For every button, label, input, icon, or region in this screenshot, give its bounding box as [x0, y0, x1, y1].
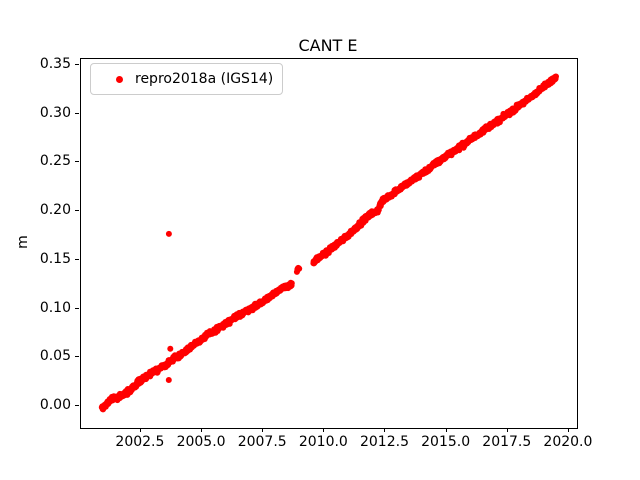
x-tick	[262, 428, 264, 432]
y-tick-label: 0.35	[39, 55, 71, 72]
y-tick-label: 0.30	[39, 104, 71, 121]
y-tick	[75, 63, 79, 65]
x-tick	[445, 428, 447, 432]
y-tick-label: 0.25	[39, 153, 71, 170]
x-tick-label: 2010.0	[298, 434, 348, 450]
x-tick-label: 2002.5	[115, 434, 165, 450]
y-tick-label: 0.00	[39, 397, 71, 414]
chart-title: CANT E	[298, 36, 358, 55]
x-tick	[384, 428, 386, 432]
y-tick	[75, 210, 79, 212]
y-tick-label: 0.15	[39, 250, 71, 267]
y-tick	[75, 161, 79, 163]
y-tick	[75, 405, 79, 407]
x-tick	[567, 428, 569, 432]
x-tick	[506, 428, 508, 432]
x-tick-label: 2020.0	[543, 434, 593, 450]
x-tick-label: 2015.0	[421, 434, 471, 450]
y-tick	[75, 258, 79, 260]
y-tick-label: 0.05	[39, 348, 71, 365]
x-tick-label: 2005.0	[176, 434, 226, 450]
scatter-series-svg	[98, 73, 559, 413]
legend-dot-marker-icon	[116, 75, 123, 83]
y-tick	[75, 112, 79, 114]
legend: repro2018a (IGS14)	[90, 63, 283, 95]
y-tick-label: 0.10	[39, 299, 71, 316]
x-tick-label: 2007.5	[237, 434, 287, 450]
y-axis-label: m	[15, 235, 31, 249]
x-tick-label: 2017.5	[482, 434, 532, 450]
y-tick	[75, 356, 79, 358]
y-tick-label: 0.20	[39, 202, 71, 219]
x-tick-label: 2012.5	[359, 434, 409, 450]
x-tick	[139, 428, 141, 432]
y-tick	[75, 307, 79, 309]
plot-area	[80, 58, 578, 429]
legend-label: repro2018a (IGS14)	[135, 71, 274, 87]
x-tick	[323, 428, 325, 432]
x-tick	[201, 428, 203, 432]
